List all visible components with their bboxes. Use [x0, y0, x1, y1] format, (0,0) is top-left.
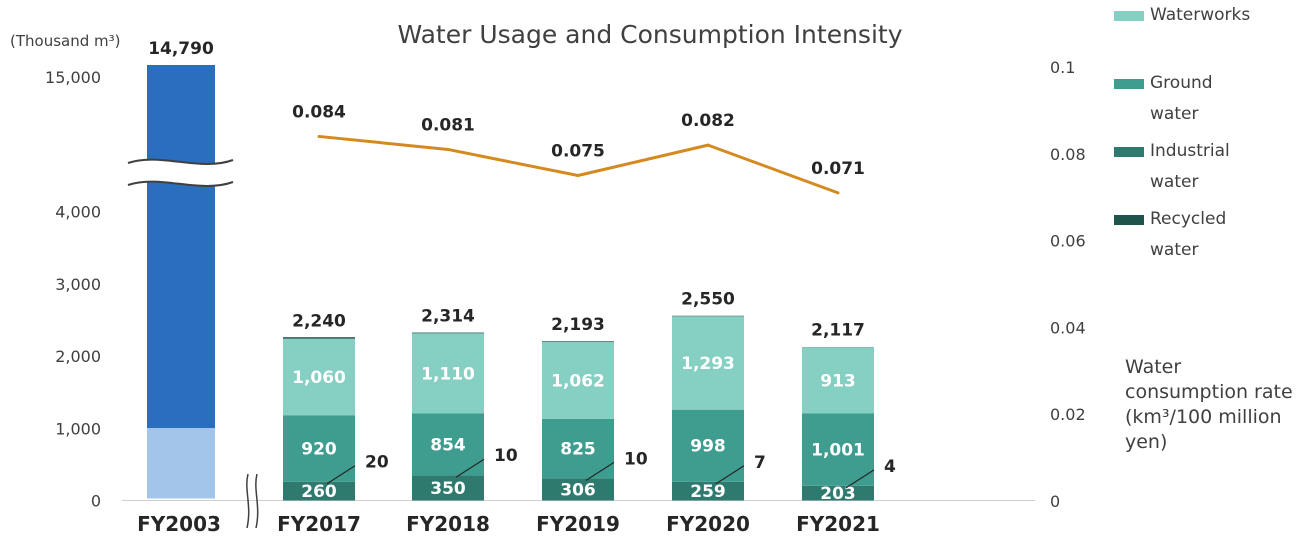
consumption-rate-label: 0.084: [292, 102, 346, 122]
fy2003-bar-bottom: [147, 428, 215, 498]
category-label-fy2003: FY2003: [137, 512, 221, 536]
y2-tick-label: 0.08: [1050, 145, 1086, 164]
legend-swatch: [1114, 79, 1144, 89]
legend-swatch: [1114, 147, 1144, 157]
label-waterworks: 913: [820, 372, 856, 392]
label-industrial-water: 350: [430, 479, 466, 499]
bar-total-label: 2,240: [292, 312, 346, 332]
category-label: FY2021: [796, 512, 880, 536]
consumption-rate-point: [837, 191, 840, 194]
y2-tick-label: 0.04: [1050, 318, 1086, 337]
label-waterworks: 1,293: [681, 354, 735, 374]
y-tick-label: 2,000: [55, 347, 101, 366]
category-label: FY2019: [536, 512, 620, 536]
y2-tick-label: 0.06: [1050, 232, 1086, 251]
category-label: FY2018: [406, 512, 490, 536]
y2-tick-label: 0: [1050, 492, 1060, 511]
label-waterworks: 1,062: [551, 371, 605, 391]
legend-label: water: [1150, 240, 1198, 260]
consumption-rate-point: [447, 148, 450, 151]
y-tick-label: 4,000: [55, 203, 101, 222]
legend-label: Waterworks: [1150, 5, 1250, 25]
legend-label: water: [1150, 172, 1198, 192]
label-waterworks: 1,060: [292, 368, 346, 388]
label-recycled-water: 7: [754, 453, 766, 473]
legend-label: Recycled: [1150, 209, 1226, 229]
bar-total-label: 2,314: [421, 306, 475, 326]
consumption-rate-label: 0.082: [681, 111, 735, 131]
category-label: FY2020: [666, 512, 750, 536]
y-tick-label: 0: [91, 492, 101, 511]
y2-axis-title: Water: [1125, 356, 1181, 378]
legend-swatch: [1114, 215, 1144, 225]
label-recycled-water: 4: [884, 457, 896, 477]
fy2003-total-label: 14,790: [148, 39, 214, 59]
consumption-rate-label: 0.075: [551, 142, 605, 162]
bar-recycled-water: [542, 341, 614, 342]
y2-axis-title: (km³/100 million: [1125, 406, 1282, 428]
label-industrial-water: 306: [560, 480, 596, 500]
label-recycled-water: 20: [365, 453, 389, 473]
y-tick-label: 15,000: [45, 68, 101, 87]
y-tick-label: 1,000: [55, 419, 101, 438]
label-waterworks: 1,110: [421, 364, 475, 384]
legend-label: Ground: [1150, 73, 1213, 93]
consumption-rate-point: [577, 174, 580, 177]
label-industrial-water: 203: [820, 484, 856, 504]
bar-recycled-water: [283, 337, 355, 338]
label-ground-water: 998: [690, 437, 726, 457]
label-industrial-water: 260: [301, 482, 337, 502]
label-industrial-water: 259: [690, 482, 726, 502]
label-recycled-water: 10: [494, 446, 518, 466]
label-ground-water: 825: [560, 440, 596, 460]
bar-total-label: 2,193: [551, 315, 605, 335]
y2-tick-label: 0.02: [1050, 405, 1086, 424]
chart-title: Water Usage and Consumption Intensity: [397, 20, 902, 49]
consumption-rate-label: 0.071: [811, 159, 865, 179]
consumption-rate-point: [707, 144, 710, 147]
bar-recycled-water: [672, 316, 744, 317]
label-recycled-water: 10: [624, 449, 648, 469]
y2-axis-title: yen): [1125, 431, 1167, 453]
bar-total-label: 2,117: [811, 321, 865, 341]
label-ground-water: 854: [430, 435, 466, 455]
y-axis-unit-label: (Thousand m³): [10, 32, 121, 50]
y-tick-label: 3,000: [55, 275, 101, 294]
bar-recycled-water: [412, 333, 484, 334]
legend-swatch: [1114, 11, 1144, 21]
legend-label: water: [1150, 104, 1198, 124]
consumption-rate-label: 0.081: [421, 115, 475, 135]
y2-axis-title: consumption rate: [1125, 381, 1293, 403]
y2-tick-label: 0.1: [1050, 58, 1075, 77]
label-ground-water: 1,001: [811, 441, 865, 461]
fy2003-bar-top: [147, 65, 215, 428]
legend-label: Industrial: [1150, 141, 1230, 161]
bar-total-label: 2,550: [681, 289, 735, 309]
category-label: FY2017: [277, 512, 361, 536]
label-ground-water: 920: [301, 439, 337, 459]
consumption-rate-point: [318, 135, 321, 138]
